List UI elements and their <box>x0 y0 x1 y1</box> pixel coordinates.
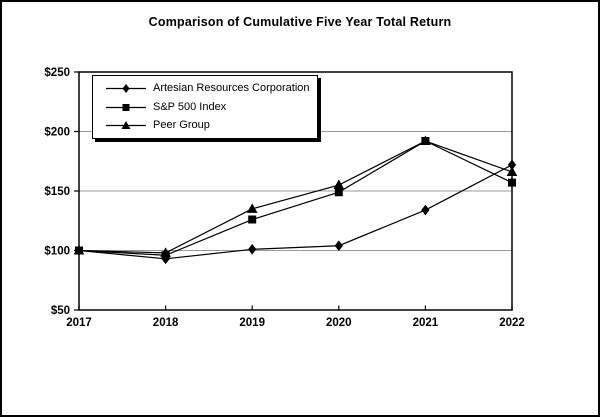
square-data-point-marker <box>161 251 170 260</box>
y-axis-tick-label: $200 <box>44 127 70 139</box>
square-data-point-marker <box>421 137 430 146</box>
legend: Artesian Resources Corporation S&P 500 In… <box>92 75 318 139</box>
diamond-marker-icon <box>106 84 146 94</box>
triangle-data-point-marker <box>333 179 345 190</box>
legend-item: Artesian Resources Corporation <box>106 83 317 94</box>
triangle-marker-icon <box>106 120 146 129</box>
legend-item: Peer Group <box>106 118 317 131</box>
x-axis-tick-label: 2017 <box>66 317 92 329</box>
legend-label: S&P 500 Index <box>153 100 227 113</box>
legend-label: Peer Group <box>153 118 210 131</box>
series-line-peer-group <box>78 140 513 254</box>
chart-title: Comparison of Cumulative Five Year Total… <box>148 15 452 29</box>
x-axis-tick-label: 2020 <box>326 317 352 329</box>
legend-label: Artesian Resources Corporation <box>153 82 310 95</box>
square-data-point-marker <box>508 178 516 187</box>
diamond-data-point-marker <box>248 243 257 255</box>
y-axis-tick-label: $100 <box>44 246 70 258</box>
series-line-s-p-500-index <box>78 140 513 256</box>
triangle-data-point-marker <box>246 203 258 213</box>
square-data-point-marker <box>334 188 343 197</box>
triangle-data-point-marker <box>506 166 518 176</box>
y-axis-tick-label: $250 <box>44 67 70 79</box>
diamond-data-point-marker <box>421 204 430 216</box>
series-line-artesian-resources-corporation <box>78 164 513 260</box>
square-data-point-marker <box>75 246 83 255</box>
x-axis-tick-label: 2021 <box>413 317 439 329</box>
x-axis-tick-label: 2019 <box>239 317 265 329</box>
square-marker-icon <box>106 103 146 111</box>
square-data-point-marker <box>248 215 257 224</box>
x-axis-tick-label: 2018 <box>153 317 179 329</box>
y-axis-tick-label: $150 <box>44 186 70 198</box>
legend-item: S&P 500 Index <box>106 100 317 113</box>
x-axis-tick-label: 2022 <box>499 317 525 329</box>
diamond-data-point-marker <box>334 240 343 252</box>
y-axis-tick-label: $50 <box>51 305 70 317</box>
